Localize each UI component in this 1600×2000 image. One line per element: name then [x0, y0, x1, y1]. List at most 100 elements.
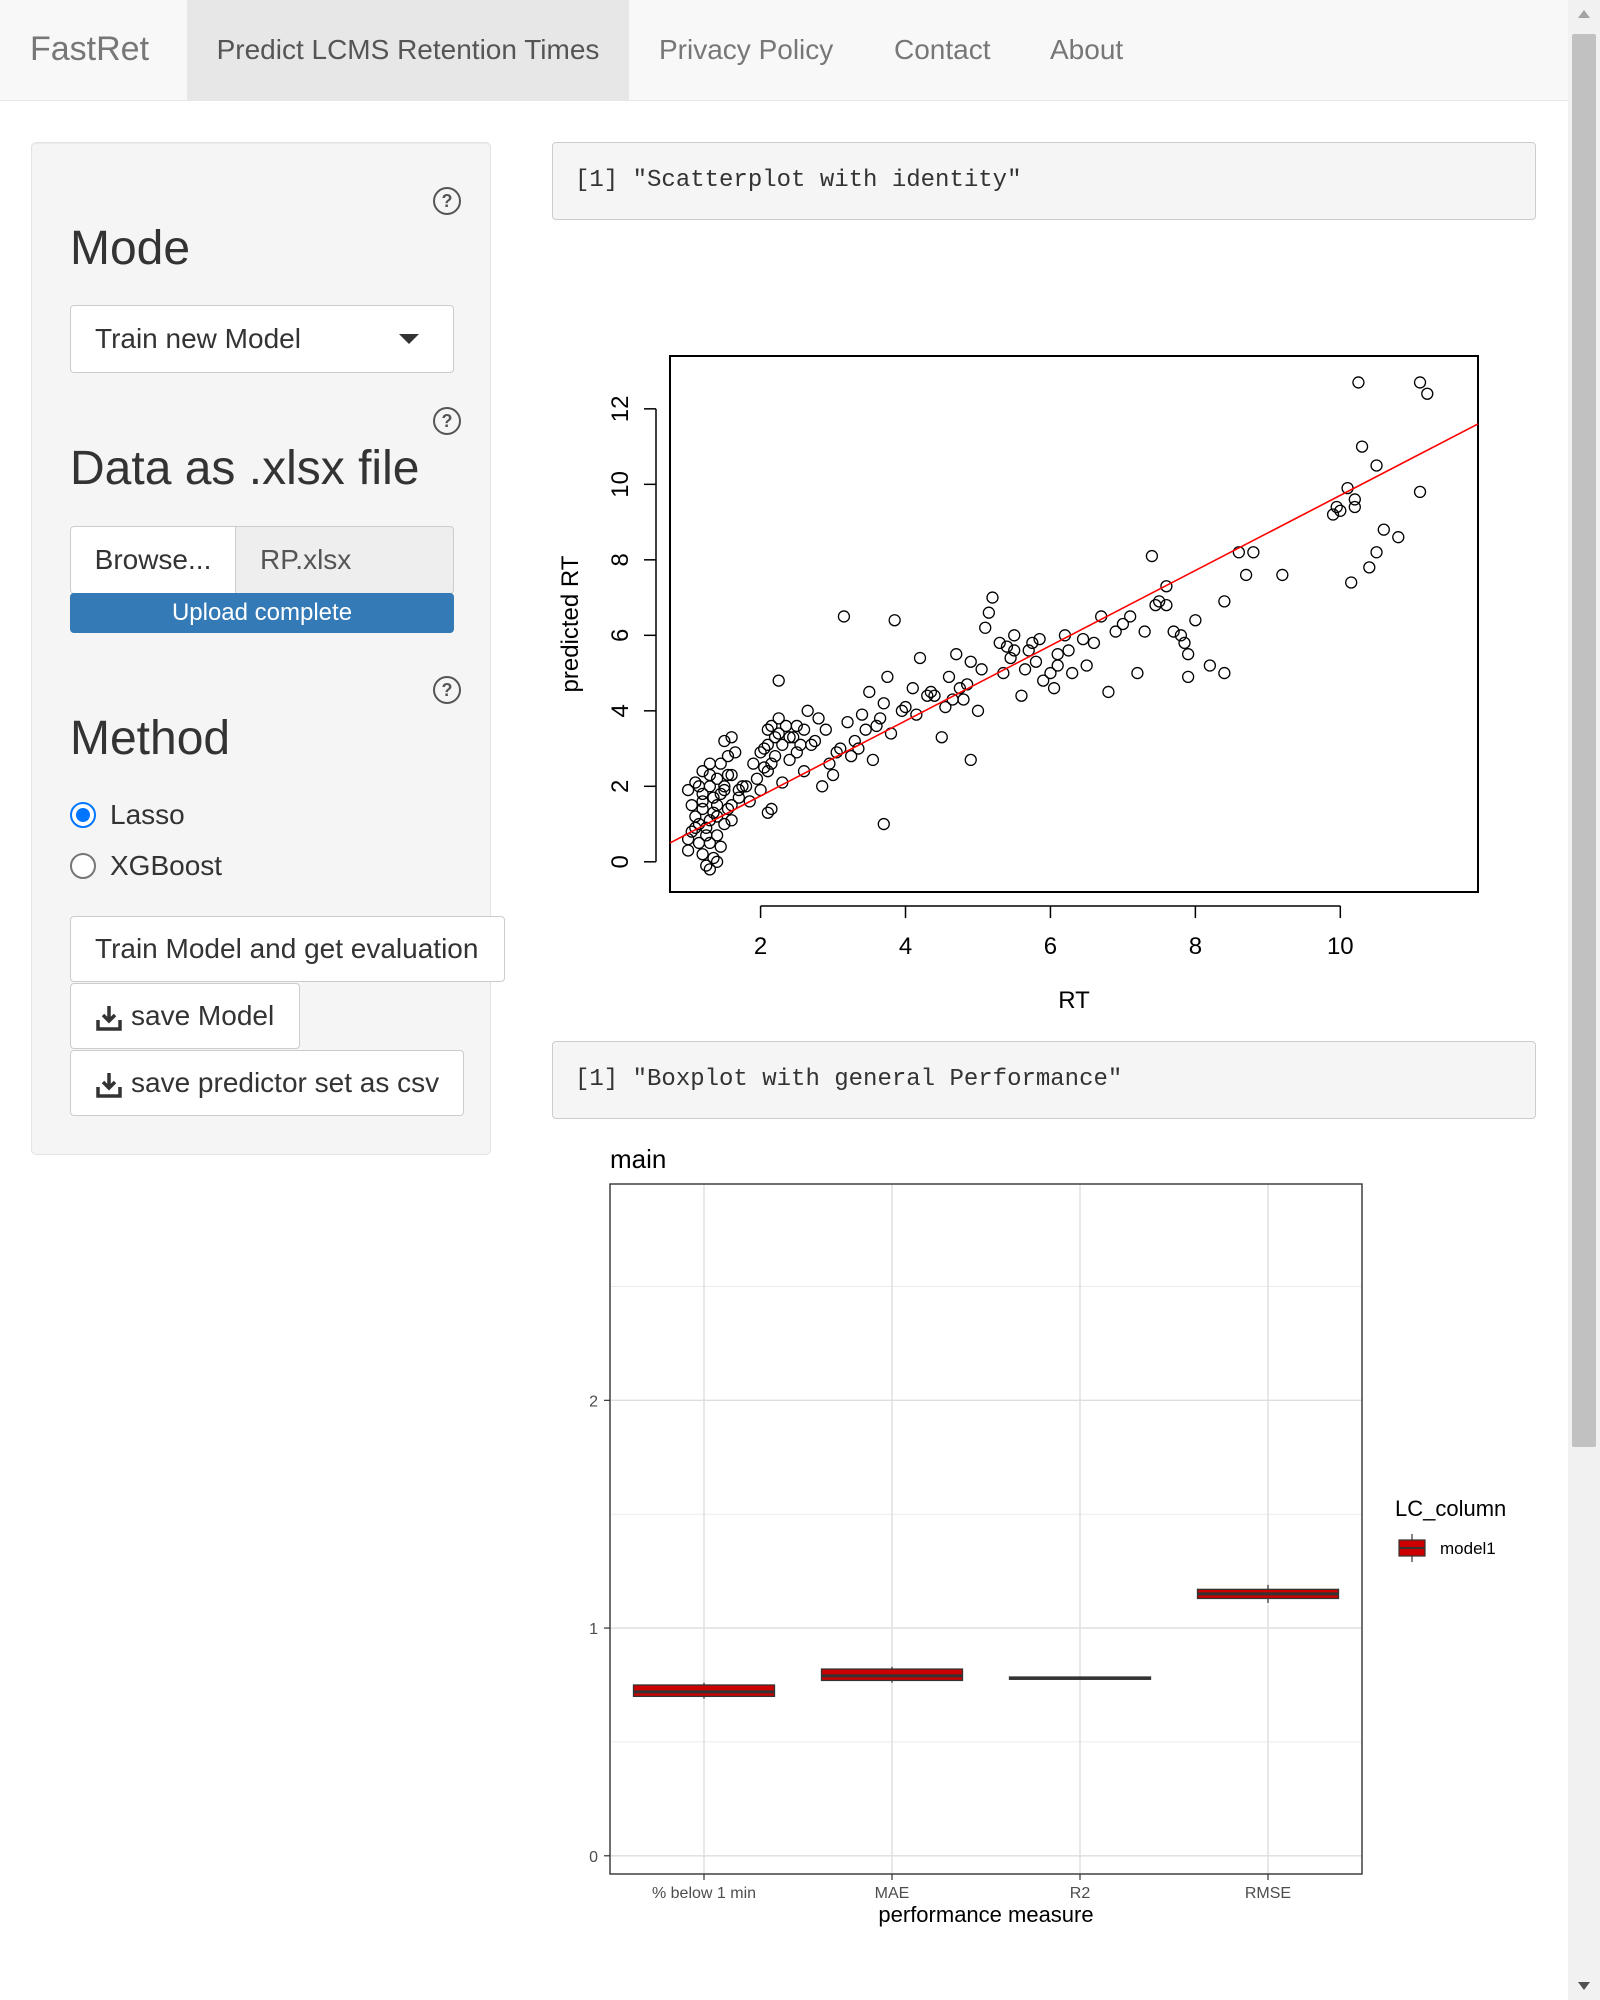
boxplot-y-tick-label: 2 [589, 1393, 598, 1410]
scatter-point [1167, 625, 1180, 638]
boxplot-x-tick-label: R2 [1070, 1885, 1091, 1902]
scatter-point [761, 723, 774, 736]
scatter-point [776, 738, 789, 751]
scatter-point [1051, 648, 1064, 661]
boxplot-x-axis: % below 1 min MAE R2 RMSE [652, 1874, 1291, 1902]
scatter-point [964, 753, 977, 767]
scatter-points [681, 376, 1434, 876]
tab-privacy-policy[interactable]: Privacy Policy [659, 34, 834, 65]
scatter-point [1008, 629, 1021, 642]
scatter-point [993, 636, 1006, 650]
scatter-point [685, 825, 698, 838]
scatter-point [837, 610, 851, 623]
scroll-thumb[interactable] [1572, 34, 1596, 1447]
scatter-point [841, 715, 854, 729]
scatter-point [1131, 666, 1144, 680]
scatter-point [986, 591, 999, 604]
scatter-point [808, 734, 822, 748]
scatter-point [1033, 632, 1046, 646]
scatter-point [1080, 659, 1093, 672]
mode-select[interactable]: Train new Model [70, 305, 454, 373]
scatter-point [685, 799, 698, 812]
scatter-point [1116, 617, 1130, 631]
scatter-point [921, 689, 934, 702]
scatter-point [1022, 644, 1035, 657]
scatter-point [1181, 670, 1195, 683]
scatter-point [1008, 644, 1021, 657]
scatter-point [1145, 549, 1159, 563]
scatter-y-tick-label: 12 [607, 395, 634, 422]
scatter-point [794, 738, 807, 751]
brand[interactable]: FastRet [30, 30, 150, 68]
scroll-up-icon[interactable] [1578, 10, 1590, 18]
scatter-y-tick-label: 0 [607, 855, 634, 868]
scatter-point [863, 685, 876, 699]
help-mode-icon[interactable]: ? [433, 187, 461, 215]
scatter-point [1413, 485, 1427, 499]
save-predictor-button[interactable]: save predictor set as csv [70, 1050, 464, 1116]
radio-label-xgboost: XGBoost [110, 850, 223, 881]
file-input-group: Browse... RP.xlsx [70, 526, 454, 594]
boxplot-boxes [632, 1584, 1340, 1699]
scatter-point [725, 768, 738, 782]
scatter-x-tick-label: 6 [1044, 933, 1057, 960]
scatter-point [721, 768, 735, 782]
file-name-field[interactable]: RP.xlsx [236, 526, 454, 594]
scatter-point [906, 682, 919, 695]
radio-button-xgboost[interactable] [70, 853, 96, 879]
scatter-point [855, 708, 869, 721]
help-data-icon[interactable]: ? [433, 407, 461, 435]
scatter-point [696, 795, 709, 808]
scatter-point [761, 738, 774, 751]
scatter-point [1363, 561, 1376, 574]
scatter-point [703, 757, 717, 770]
scatter-point [732, 783, 745, 797]
scatter-y-tick-label: 6 [607, 629, 634, 642]
scroll-down-icon[interactable] [1578, 1982, 1590, 1990]
help-method-icon[interactable]: ? [433, 676, 461, 704]
scatter-point [696, 765, 709, 778]
vertical-scrollbar[interactable] [1568, 0, 1600, 2000]
scatter-point [1178, 636, 1191, 650]
boxplot-border [609, 1183, 1363, 1875]
method-label: Method [70, 712, 231, 765]
scatter-point [1239, 568, 1253, 582]
boxplot-title: main [610, 1144, 666, 1174]
tab-predict-lcms[interactable]: Predict LCMS Retention Times [187, 0, 629, 100]
scatter-point [1047, 682, 1061, 695]
scatter-point [982, 606, 996, 619]
scatter-point [913, 651, 927, 665]
legend: model1 [1398, 1534, 1496, 1562]
legend-title: LC_column [1395, 1496, 1506, 1521]
browse-button[interactable]: Browse... [70, 526, 236, 594]
tab-contact[interactable]: Contact [894, 34, 991, 65]
save-model-button[interactable]: save Model [70, 983, 300, 1049]
scatter-point [714, 787, 727, 801]
scatter-point [696, 787, 709, 801]
scatter-point [714, 757, 727, 770]
scatter-point [710, 772, 724, 785]
scatter-point [761, 765, 774, 778]
boxplot-grid [610, 1184, 1362, 1874]
scatter-x-tick-label: 8 [1189, 933, 1202, 960]
scatter-point [783, 731, 796, 744]
radio-label-lasso: Lasso [110, 799, 185, 830]
scatter-point [696, 848, 709, 861]
scatter-point [790, 746, 803, 759]
boxplot-x-label: performance measure [878, 1902, 1093, 1927]
tab-about[interactable]: About [1050, 34, 1124, 65]
scatter-y-axis: 0 2 4 6 8 10 12 [607, 395, 657, 868]
scatter-x-label: RT [1058, 987, 1090, 1014]
scatter-y-tick-label: 8 [607, 553, 634, 566]
scatter-point [1062, 644, 1075, 657]
train-model-button[interactable]: Train Model and get evaluation [70, 916, 505, 982]
scatter-x-tick-label: 2 [754, 933, 767, 960]
scatter-point [899, 700, 912, 714]
scatter-point [1160, 598, 1173, 612]
scatter-point [895, 704, 909, 717]
scatter-point [1138, 625, 1151, 638]
scatter-point [1232, 546, 1246, 559]
scatter-point [787, 731, 800, 744]
radio-button-lasso[interactable] [70, 802, 96, 828]
scatter-point [725, 814, 738, 827]
